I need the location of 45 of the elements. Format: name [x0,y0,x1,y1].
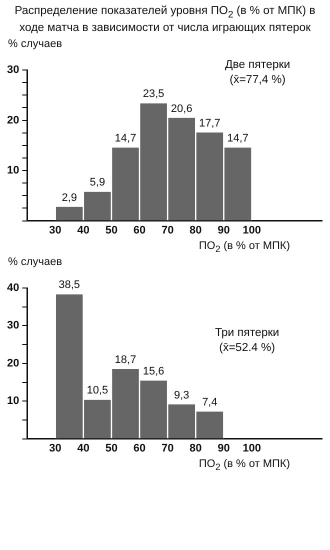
x-tick-label: 100 [242,224,261,236]
y-tick-label: 40 [6,282,20,294]
data-label: 10,5 [86,384,108,396]
x-tick-label: 50 [105,224,118,236]
data-label: 23,5 [142,88,164,100]
x-tick-label: 40 [77,224,90,236]
x-tick-label: 30 [49,442,62,454]
x-tick-label: 60 [133,224,146,236]
data-label: 9,3 [174,388,190,401]
x-tick-label: 40 [77,442,90,454]
annotation: Две пятерки [225,58,290,71]
data-label: 15,6 [142,365,164,378]
y-axis-title: % случаев [7,38,64,52]
x-tick-label: 50 [105,442,118,454]
x-tick-label: 80 [190,442,202,454]
x-axis-title: ПО$_{2}$ (в % от МПК) [198,240,291,256]
data-label: 14,7 [114,132,136,144]
x-tick-label: 90 [218,224,230,236]
data-label: 17,7 [199,117,220,129]
annotation: (x̄=52.4 %) [219,342,276,354]
y-tick-label: 10 [6,394,20,407]
x-tick-label: 60 [133,442,146,454]
annotation: (x̄=77,4 %) [230,74,286,86]
data-label: 20,6 [170,102,192,114]
x-axis-title: ПО$_{2}$ (в % от МПК) [198,458,291,474]
x-tick-label: 70 [161,224,174,236]
x-tick-label: 70 [161,442,174,454]
data-label: 2,9 [62,191,77,204]
x-tick-label: 100 [242,442,261,454]
y-tick-label: 20 [6,357,20,370]
y-tick-label: 10 [6,164,20,176]
x-tick-label: 30 [49,224,62,236]
data-label: 18,7 [114,353,136,366]
y-tick-label: 30 [6,319,20,332]
chart-title: Распределение показателей уровня ПО$_{2}$ (в % от МПК) в ходе матча в зависимости от числа играющих пятерок [14,4,316,36]
x-tick-label: 80 [190,224,202,236]
y-axis-title: % случаев [7,256,64,270]
annotation: Три пятерки [215,326,280,339]
data-label: 14,7 [227,132,248,144]
y-tick-label: 30 [6,64,20,76]
x-tick-label: 90 [218,442,230,454]
data-label: 7,4 [202,396,218,408]
data-label: 38,5 [58,278,80,291]
y-tick-label: 20 [6,114,20,126]
data-label: 5,9 [90,176,106,188]
